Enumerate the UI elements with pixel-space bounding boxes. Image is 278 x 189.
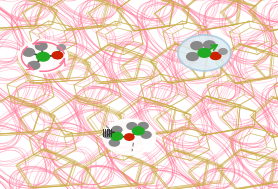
Circle shape — [111, 132, 122, 140]
Circle shape — [127, 123, 137, 129]
Circle shape — [138, 122, 148, 129]
Circle shape — [37, 52, 49, 61]
Circle shape — [35, 42, 47, 50]
Circle shape — [103, 119, 156, 155]
Circle shape — [141, 131, 151, 138]
Circle shape — [57, 45, 66, 50]
Circle shape — [19, 40, 68, 73]
Circle shape — [198, 49, 211, 57]
Circle shape — [112, 126, 122, 133]
Circle shape — [125, 134, 134, 140]
Circle shape — [28, 61, 40, 69]
Circle shape — [219, 49, 227, 54]
Circle shape — [187, 53, 198, 60]
Circle shape — [133, 127, 144, 135]
Circle shape — [103, 131, 113, 138]
Circle shape — [23, 48, 34, 56]
Circle shape — [52, 52, 63, 59]
Circle shape — [178, 35, 231, 71]
Circle shape — [203, 41, 215, 49]
Circle shape — [191, 42, 203, 50]
Circle shape — [109, 139, 119, 146]
Circle shape — [210, 52, 221, 60]
